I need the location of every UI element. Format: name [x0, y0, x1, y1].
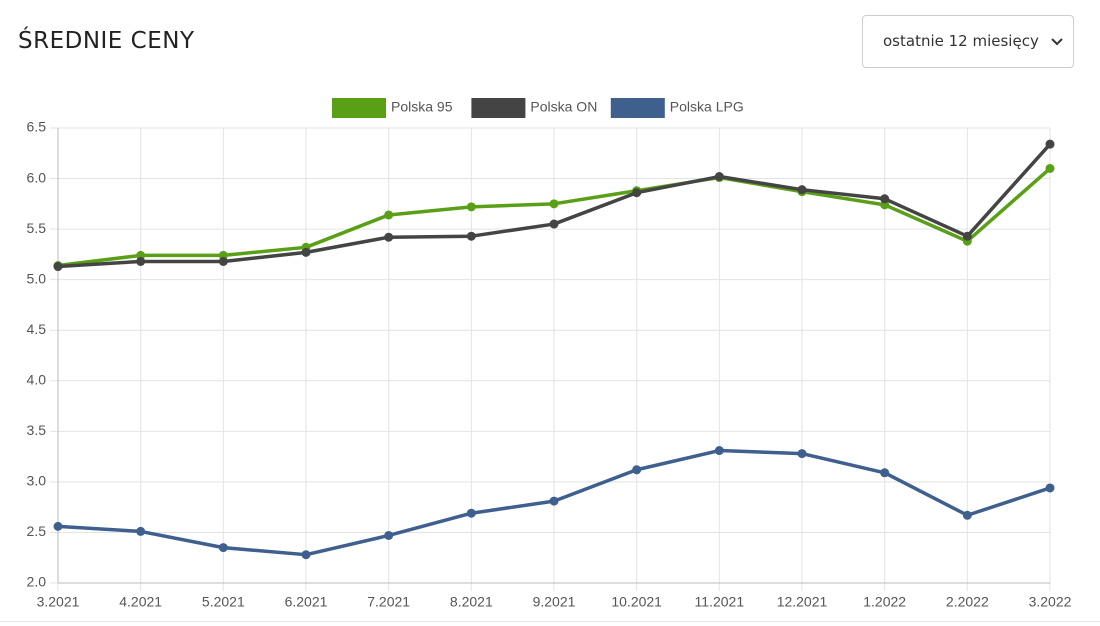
- legend-swatch: [610, 98, 665, 118]
- y-tick-label: 3.0: [27, 473, 47, 489]
- legend-swatch: [471, 98, 526, 118]
- y-tick-label: 4.5: [27, 321, 47, 337]
- point: [53, 262, 63, 272]
- point: [384, 530, 394, 540]
- point: [301, 550, 311, 560]
- point: [880, 194, 890, 204]
- x-tick-label: 10.2021: [611, 594, 662, 610]
- y-tick-label: 2.5: [27, 523, 47, 539]
- point: [962, 510, 972, 520]
- x-tick-label: 1.2022: [863, 594, 906, 610]
- legend-swatch: [332, 98, 386, 118]
- y-tick-label: 4.0: [27, 371, 47, 387]
- x-tick-label: 8.2021: [450, 594, 493, 610]
- point: [53, 521, 63, 531]
- y-tick-label: 6.0: [27, 169, 47, 185]
- point: [549, 219, 559, 229]
- point: [136, 526, 146, 536]
- point: [466, 231, 476, 241]
- point: [797, 449, 807, 459]
- x-tick-label: 9.2021: [533, 594, 576, 610]
- divider: [0, 621, 1100, 622]
- point: [549, 199, 559, 209]
- period-select[interactable]: ostatnie 12 miesięcy: [862, 15, 1074, 68]
- point: [466, 202, 476, 212]
- point: [549, 496, 559, 506]
- legend-label: Polska ON: [530, 99, 597, 115]
- legend-label: Polska LPG: [670, 99, 744, 115]
- point: [797, 185, 807, 195]
- x-tick-label: 7.2021: [367, 594, 410, 610]
- point: [1045, 483, 1055, 493]
- point: [714, 172, 724, 182]
- legend-label: Polska 95: [391, 99, 453, 115]
- y-tick-label: 2.0: [27, 574, 47, 590]
- point: [218, 543, 228, 553]
- point: [880, 468, 890, 478]
- point: [384, 210, 394, 220]
- x-tick-label: 6.2021: [285, 594, 328, 610]
- chevron: [1051, 38, 1063, 46]
- select-text: ostatnie 12 miesięcy: [883, 32, 1039, 50]
- point: [218, 256, 228, 266]
- point: [136, 256, 146, 266]
- y-tick-label: 6.5: [27, 119, 47, 135]
- point: [466, 508, 476, 518]
- point: [632, 465, 642, 475]
- x-tick-label: 3.2022: [1029, 594, 1072, 610]
- point: [384, 232, 394, 242]
- x-tick-label: 4.2021: [119, 594, 162, 610]
- x-tick-label: 11.2021: [695, 594, 745, 610]
- point: [962, 231, 972, 241]
- point: [714, 446, 724, 456]
- point: [1045, 163, 1055, 173]
- x-tick-label: 2.2022: [946, 594, 989, 610]
- point: [632, 188, 642, 198]
- point: [1045, 139, 1055, 149]
- page-title: ŚREDNIE CENY: [18, 28, 195, 54]
- y-tick-label: 5.5: [27, 220, 47, 236]
- point: [301, 247, 311, 257]
- y-tick-label: 5.0: [27, 270, 47, 286]
- y-tick-label: 3.5: [27, 422, 47, 438]
- x-tick-label: 5.2021: [202, 594, 245, 610]
- x-tick-label: 12.2021: [777, 594, 828, 610]
- x-tick-label: 3.2021: [37, 594, 80, 610]
